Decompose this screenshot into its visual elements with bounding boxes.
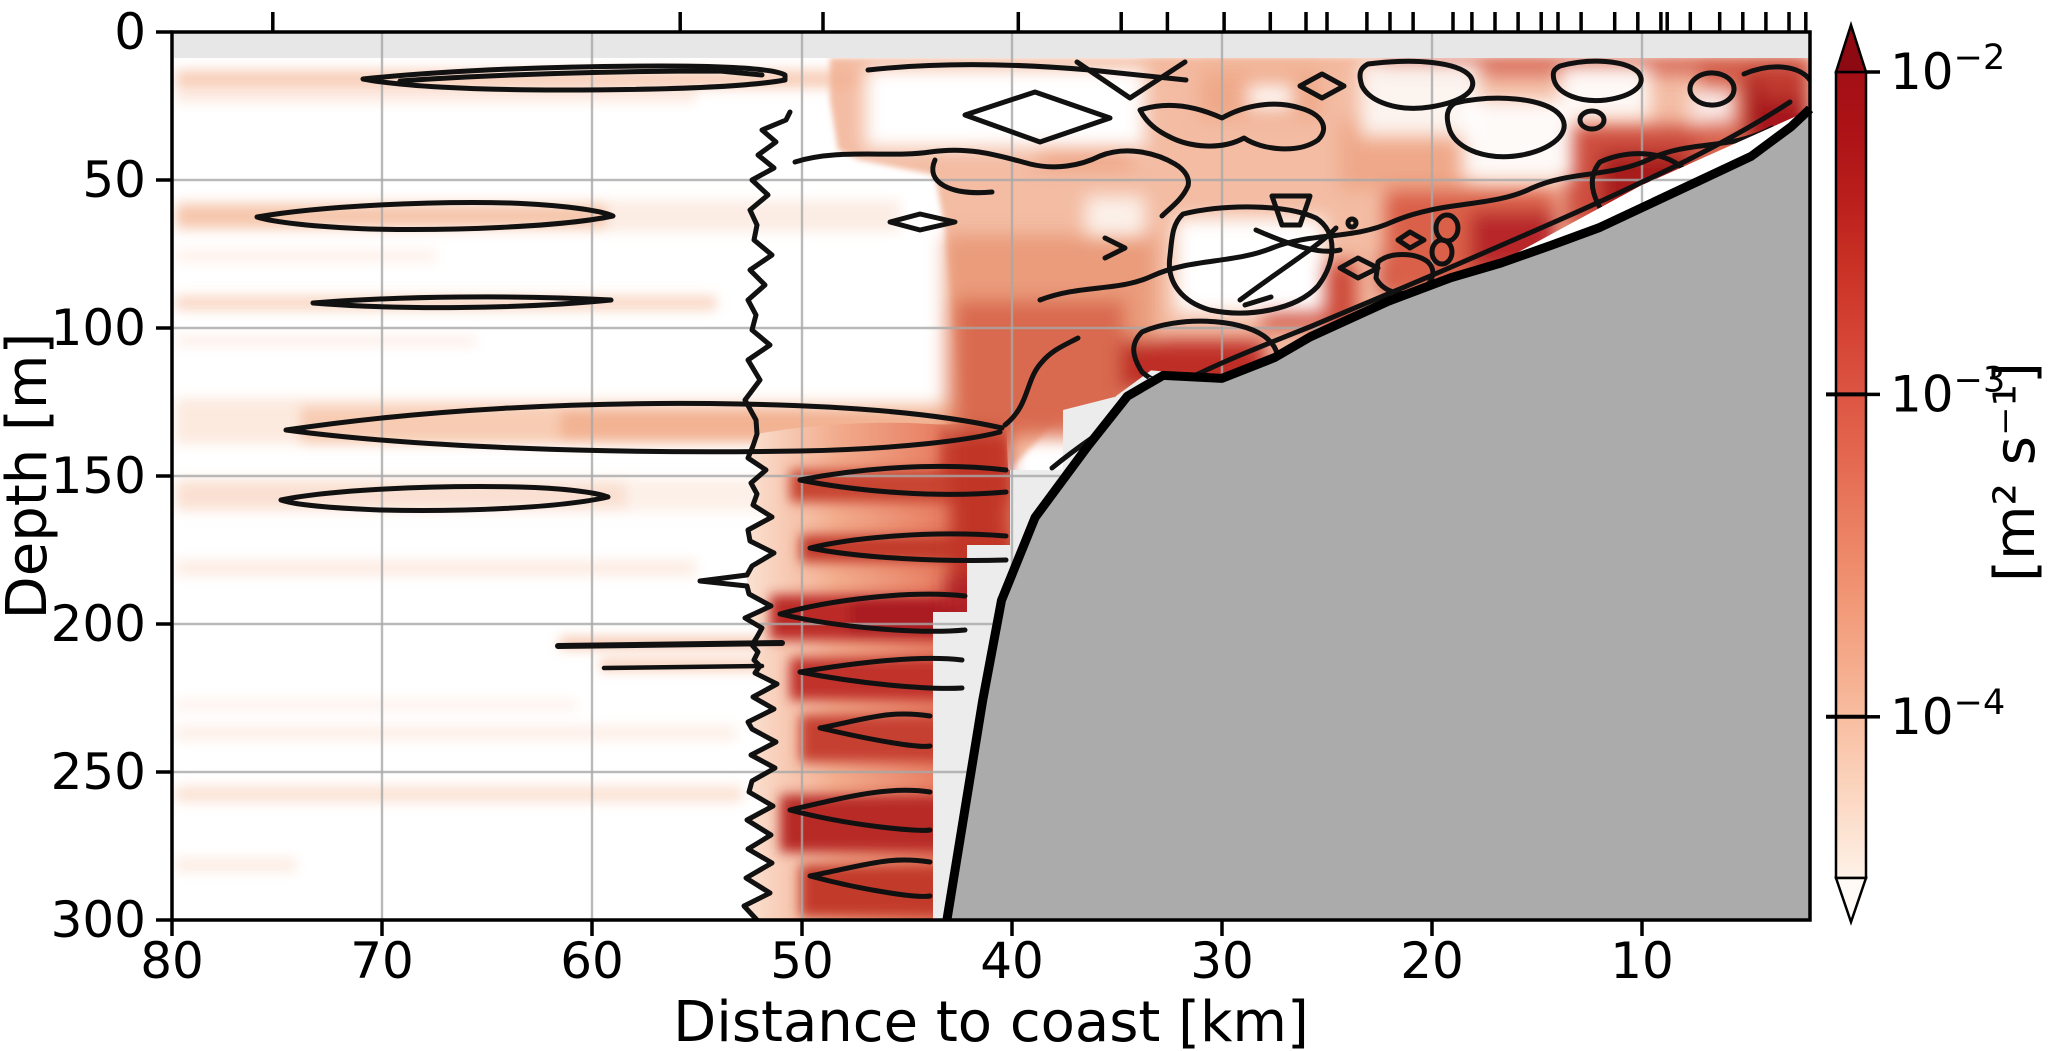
seafloor-line	[942, 105, 1814, 921]
y-tick-label: 250	[51, 743, 146, 801]
x-tick-label: 30	[1190, 932, 1254, 990]
x-tick-label: 20	[1400, 932, 1464, 990]
bathymetry	[942, 105, 1814, 921]
colorbar: 10−2 10−3 10−4 [m² s⁻¹]	[1826, 20, 2048, 926]
colorbar-gradient	[1834, 70, 1868, 880]
colorbar-extend-min-arrow	[1834, 876, 1868, 926]
y-tick-label: 150	[51, 447, 146, 505]
colorbar-label: [m² s⁻¹]	[1983, 362, 2048, 582]
colorbar-extend-max-arrow	[1834, 20, 1868, 74]
colorbar-tick-label: 10−4	[1890, 683, 2005, 746]
y-tick-label: 0	[114, 3, 146, 61]
colorbar-tick-label: 10−2	[1890, 38, 2005, 101]
colorbar-ticks: 10−2 10−3 10−4	[1826, 38, 2005, 746]
x-tick-label: 50	[770, 932, 834, 990]
x-tick-label: 40	[980, 932, 1044, 990]
x-tick-label: 80	[140, 932, 204, 990]
y-tick-label: 200	[51, 595, 146, 653]
contour-lines	[254, 58, 1810, 920]
y-tick-label: 300	[51, 891, 146, 949]
surface-nodata-band	[174, 33, 1810, 58]
x-tick-label: 60	[560, 932, 624, 990]
x-tick-label: 70	[350, 932, 414, 990]
x-axis-label: Distance to coast [km]	[673, 990, 1309, 1051]
seafloor-fill	[946, 108, 1810, 920]
y-tick-label: 50	[82, 151, 146, 209]
y-axis-label: Depth [m]	[0, 333, 60, 620]
x-tick-label: 10	[1610, 932, 1674, 990]
colorbar-tick-label: 10−3	[1890, 360, 2005, 423]
y-tick-label: 100	[51, 299, 146, 357]
plot-frame	[170, 30, 1812, 922]
